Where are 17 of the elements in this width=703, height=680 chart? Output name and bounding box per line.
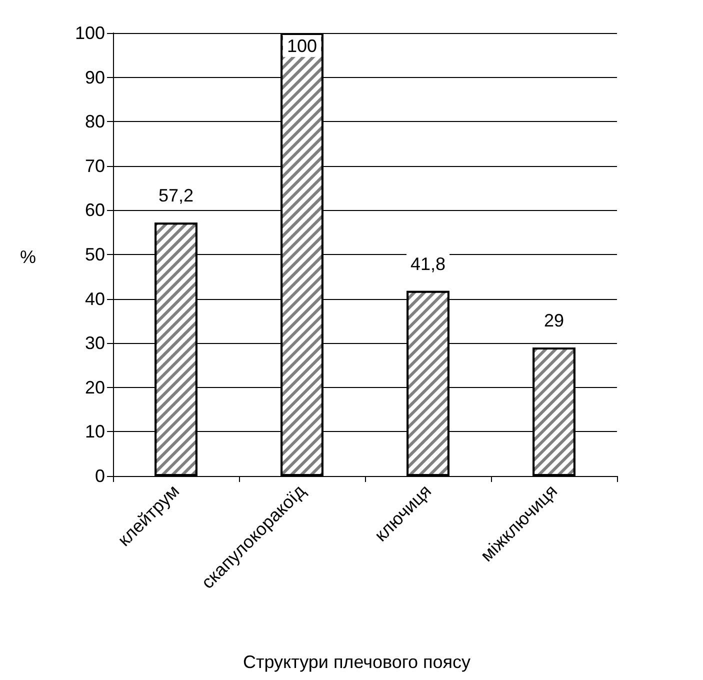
data-label: 29 — [544, 310, 564, 331]
data-label: 100 — [286, 36, 318, 56]
y-tick-label: 20 — [84, 377, 105, 398]
y-tick-label: 70 — [84, 156, 105, 176]
data-label: 41,8 — [410, 254, 446, 274]
y-tick-label: 40 — [84, 288, 105, 309]
y-axis-title: % — [20, 247, 36, 267]
data-label: 57,2 — [158, 186, 194, 206]
y-tick-label: 50 — [84, 244, 105, 264]
y-tick-label: 100 — [74, 23, 105, 43]
y-tick-label: 0 — [94, 466, 105, 486]
y-tick-label: 60 — [84, 200, 105, 220]
y-tick-label: 90 — [84, 67, 105, 88]
y-tick-label: 10 — [84, 422, 105, 442]
x-axis-title: Структури плечового поясу — [243, 652, 471, 672]
y-tick-label: 30 — [84, 333, 105, 354]
y-tick-label: 80 — [84, 112, 105, 132]
